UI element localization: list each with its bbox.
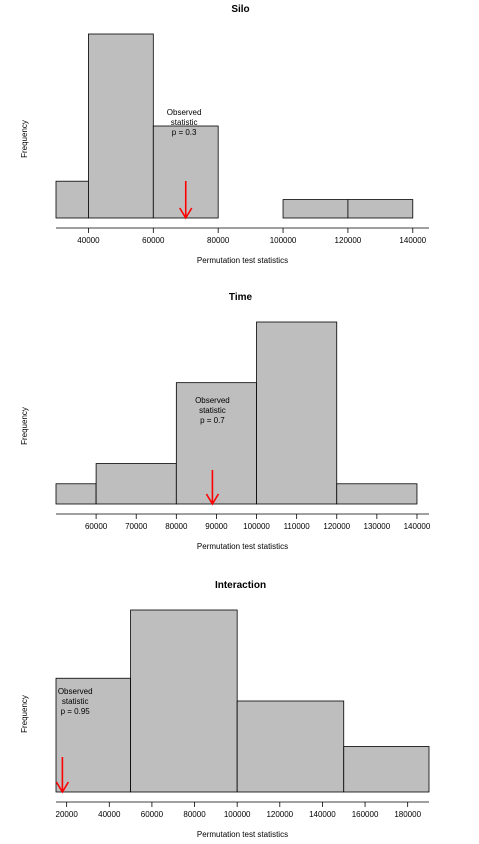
interaction-histogram-bar <box>343 746 430 793</box>
interaction-x-tick-label: 160000 <box>352 810 379 819</box>
interaction-x-tick-label: 80000 <box>183 810 206 819</box>
silo-x-tick-label: 40000 <box>77 236 100 245</box>
silo-histogram-bar <box>88 33 154 219</box>
time-x-tick-label: 120000 <box>323 522 350 531</box>
interaction-observed-annotation: statistic <box>62 697 89 706</box>
time-histogram-bar <box>175 382 257 505</box>
silo-histogram-panel: Silo 40000 60000 80000 100000 120000 140000 Per… <box>20 4 429 265</box>
silo-histogram-bar <box>282 199 349 219</box>
interaction-observed-annotation: p = 0.95 <box>61 707 91 716</box>
time-x-tick-label: 70000 <box>125 522 148 531</box>
time-x-tick-label: 60000 <box>85 522 108 531</box>
time-observed-annotation: Observed <box>195 396 230 405</box>
interaction-histogram-panel: Interaction 20000 40000 60000 80000 100000 120… <box>20 580 430 839</box>
time-observed-annotation: p = 0.7 <box>200 416 225 425</box>
silo-observed-annotation: p = 0.3 <box>172 128 197 137</box>
silo-histogram-bar <box>347 199 414 219</box>
time-x-tick-label: 80000 <box>165 522 188 531</box>
interaction-x-tick-label: 100000 <box>224 810 251 819</box>
time-histogram-bar <box>336 483 418 505</box>
interaction-x-tick-label: 60000 <box>141 810 164 819</box>
interaction-y-axis-label: Frequency <box>20 695 29 733</box>
interaction-histogram-bar <box>55 677 131 793</box>
silo-histogram-bar <box>55 180 89 219</box>
interaction-histogram-bar <box>236 700 345 793</box>
time-chart-title: Time <box>229 292 253 303</box>
time-x-tick-label: 90000 <box>205 522 228 531</box>
interaction-histogram-bar <box>130 609 238 793</box>
time-histogram-panel: Time 60000 70000 80000 90000 100000 110000 1200… <box>20 292 431 551</box>
interaction-x-tick-label: 120000 <box>266 810 293 819</box>
silo-x-axis-label: Permutation test statistics <box>197 256 288 265</box>
interaction-x-tick-label: 20000 <box>56 810 79 819</box>
time-observed-annotation: statistic <box>199 406 226 415</box>
time-histogram-bar <box>256 321 338 505</box>
interaction-x-axis-label: Permutation test statistics <box>197 830 288 839</box>
silo-x-tick-label: 140000 <box>399 236 426 245</box>
interaction-x-tick-label: 180000 <box>394 810 421 819</box>
silo-x-tick-label: 120000 <box>335 236 362 245</box>
time-histogram-bar <box>95 463 177 505</box>
silo-x-tick-label: 100000 <box>270 236 297 245</box>
interaction-x-tick-label: 140000 <box>309 810 336 819</box>
time-x-axis-label: Permutation test statistics <box>197 542 288 551</box>
time-x-tick-label: 140000 <box>404 522 431 531</box>
time-x-tick-label: 100000 <box>243 522 270 531</box>
interaction-x-tick-label: 40000 <box>98 810 121 819</box>
silo-observed-annotation: Observed <box>167 108 202 117</box>
silo-observed-arrow-head <box>179 207 193 220</box>
silo-observed-annotation: statistic <box>171 118 198 127</box>
interaction-observed-arrow-head <box>55 781 70 794</box>
silo-y-axis-label: Frequency <box>20 120 29 158</box>
time-observed-arrow-head <box>205 493 220 506</box>
time-histogram-bar <box>55 483 97 505</box>
silo-x-tick-label: 60000 <box>142 236 165 245</box>
time-x-tick-label: 130000 <box>364 522 391 531</box>
interaction-chart-title: Interaction <box>215 580 266 591</box>
silo-x-tick-label: 80000 <box>207 236 230 245</box>
interaction-observed-annotation: Observed <box>58 687 93 696</box>
time-x-tick-label: 110000 <box>284 522 311 531</box>
time-y-axis-label: Frequency <box>20 407 29 445</box>
silo-chart-title: Silo <box>231 4 249 15</box>
